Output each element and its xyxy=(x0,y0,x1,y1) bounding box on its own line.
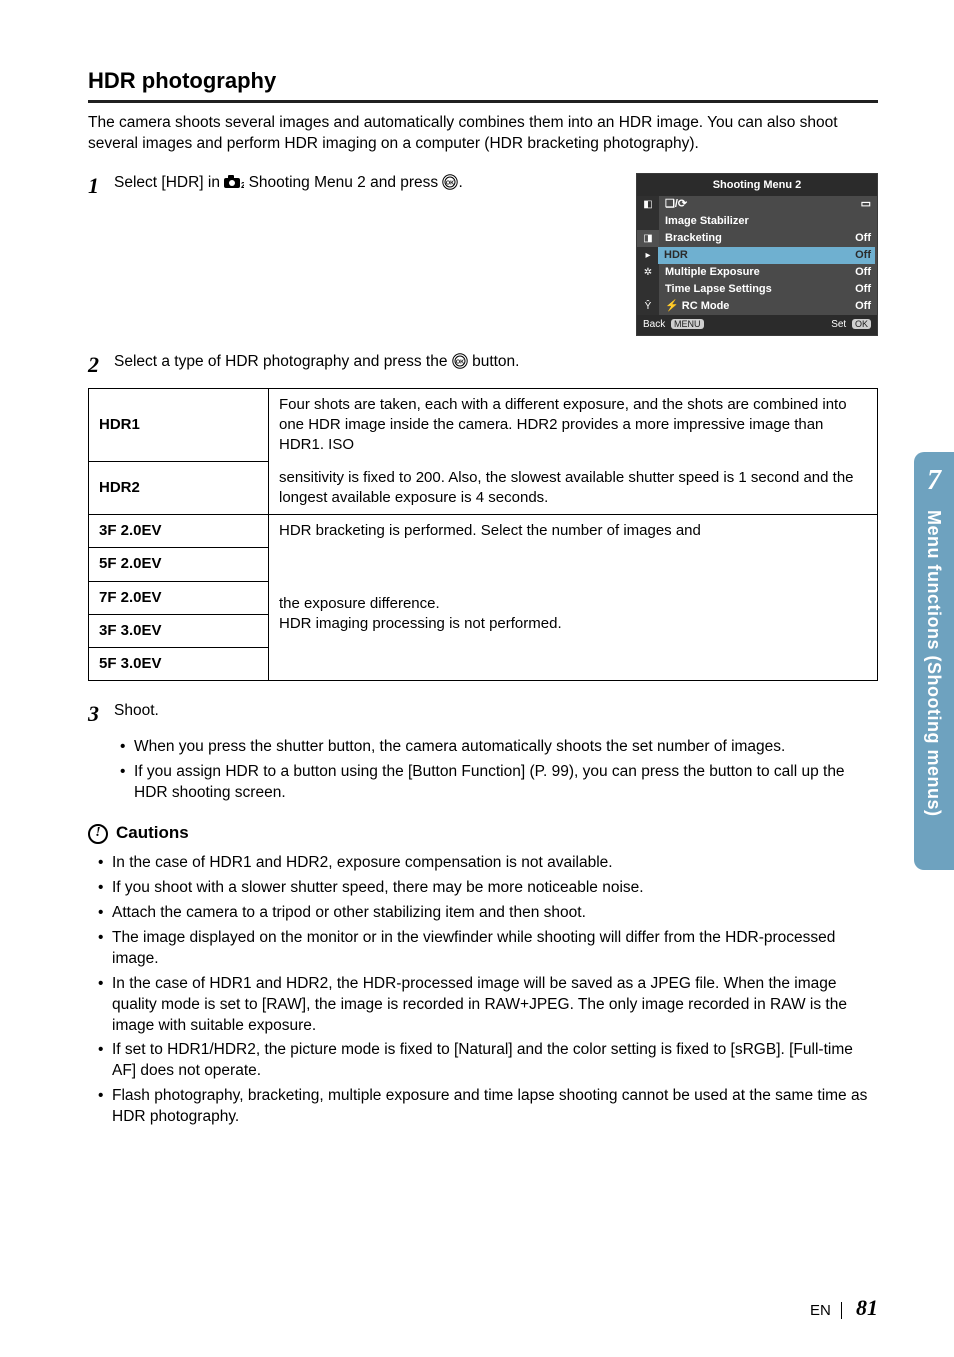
step-2-text-a: Select a type of HDR photography and pre… xyxy=(114,353,452,370)
menu-row-label: Image Stabilizer xyxy=(659,214,871,229)
menu-row-label: Bracketing xyxy=(659,231,855,246)
caution-icon: ! xyxy=(88,824,108,844)
menu-row: ✲Multiple ExposureOff xyxy=(637,264,877,281)
table-row: HDR1 Four shots are taken, each with a d… xyxy=(89,388,878,461)
ok-circle-icon: OK xyxy=(442,174,458,197)
mode-desc-1a: Four shots are taken, each with a differ… xyxy=(269,388,878,461)
side-tab-text: Menu functions (Shooting menus) xyxy=(922,510,946,816)
menu-row-label: Time Lapse Settings xyxy=(659,282,855,297)
menu-row-label: ❏/⟳ xyxy=(659,197,861,212)
cautions-list: In the case of HDR1 and HDR2, exposure c… xyxy=(98,853,878,1128)
step-1-text: Select [HDR] in 2 Shooting Menu 2 and pr… xyxy=(114,173,622,197)
menu-row: ◨BracketingOff xyxy=(637,230,877,247)
mode-key: 5F 2.0EV xyxy=(89,548,269,581)
svg-text:OK: OK xyxy=(456,359,464,365)
step-3-number: 3 xyxy=(88,701,114,725)
mode-key: HDR1 xyxy=(89,388,269,461)
mode-desc-2a: HDR bracketing is performed. Select the … xyxy=(269,515,878,548)
page-footer: EN 81 xyxy=(810,1293,878,1323)
step-3-text: Shoot. xyxy=(114,701,878,722)
menu-row: ◧❏/⟳▭ xyxy=(637,196,877,213)
menu-row-value: Off xyxy=(855,299,871,314)
side-tab: 7 Menu functions (Shooting menus) xyxy=(914,452,954,870)
menu-row-value: Off xyxy=(845,247,875,264)
list-item: If set to HDR1/HDR2, the picture mode is… xyxy=(98,1040,878,1082)
menu-set-label: Set xyxy=(831,319,846,330)
menu-row-icon: ◨ xyxy=(637,230,659,247)
side-tab-number: 7 xyxy=(927,462,941,500)
menu-row-label: ⚡ RC Mode xyxy=(659,299,855,314)
menu-body: ◧❏/⟳▭Image Stabilizer◨BracketingOff▸HDRO… xyxy=(637,196,877,315)
menu-header: Shooting Menu 2 xyxy=(637,174,877,197)
mode-key: 5F 3.0EV xyxy=(89,648,269,681)
cautions-heading: ! Cautions xyxy=(88,822,878,845)
mode-desc-2b: the exposure difference. HDR imaging pro… xyxy=(269,548,878,681)
menu-row: Image Stabilizer xyxy=(637,213,877,230)
step-1: 1 Select [HDR] in 2 Shooting Menu 2 and … xyxy=(88,173,878,336)
mode-key: 7F 2.0EV xyxy=(89,581,269,614)
list-item: In the case of HDR1 and HDR2, exposure c… xyxy=(98,853,878,874)
section-intro: The camera shoots several images and aut… xyxy=(88,113,878,155)
mode-key: HDR2 xyxy=(89,462,269,515)
list-item: In the case of HDR1 and HDR2, the HDR-pr… xyxy=(98,974,878,1037)
cautions-label: Cautions xyxy=(116,822,189,845)
svg-text:2: 2 xyxy=(241,181,244,189)
menu-row-label: Multiple Exposure xyxy=(659,265,855,280)
list-item: Attach the camera to a tripod or other s… xyxy=(98,903,878,924)
footer-page-number: 81 xyxy=(856,1295,878,1320)
svg-text:OK: OK xyxy=(446,180,454,186)
menu-row-icon xyxy=(637,213,659,230)
menu-row-value: Off xyxy=(855,231,871,246)
ok-pill-icon: OK xyxy=(852,319,871,329)
footer-lang: EN xyxy=(810,1302,831,1319)
step-3-bullets: When you press the shutter button, the c… xyxy=(120,737,878,804)
mode-desc-1b: sensitivity is fixed to 200. Also, the s… xyxy=(269,462,878,515)
menu-row-label: HDR xyxy=(658,247,845,264)
step-3: 3 Shoot. xyxy=(88,701,878,725)
camera-2-icon: 2 xyxy=(224,175,244,196)
step-2: 2 Select a type of HDR photography and p… xyxy=(88,352,878,376)
menu-row-icon xyxy=(637,281,659,298)
list-item: The image displayed on the monitor or in… xyxy=(98,928,878,970)
menu-row: Ŷ⚡ RC ModeOff xyxy=(637,298,877,315)
table-row: 3F 2.0EV HDR bracketing is performed. Se… xyxy=(89,515,878,548)
section-title-block: HDR photography xyxy=(88,66,878,103)
step-1-text-b: Shooting Menu 2 and press xyxy=(249,174,443,191)
step-2-text: Select a type of HDR photography and pre… xyxy=(114,352,878,376)
list-item: Flash photography, bracketing, multiple … xyxy=(98,1086,878,1128)
menu-footer-back: Back MENU xyxy=(643,318,704,332)
mode-key: 3F 3.0EV xyxy=(89,614,269,647)
menu-row-value: Off xyxy=(855,265,871,280)
menu-row-icon: Ŷ xyxy=(637,298,659,315)
table-row: 5F 2.0EV the exposure difference. HDR im… xyxy=(89,548,878,581)
menu-footer-set: Set OK xyxy=(831,318,871,332)
menu-row-icon: ◧ xyxy=(637,196,659,213)
menu-row-icon: ✲ xyxy=(637,264,659,281)
menu-footer: Back MENU Set OK xyxy=(637,315,877,335)
step-1-text-a: Select [HDR] in xyxy=(114,174,224,191)
menu-row-value: ▭ xyxy=(861,197,871,212)
step-2-text-b: button. xyxy=(472,353,519,370)
table-row: HDR2 sensitivity is fixed to 200. Also, … xyxy=(89,462,878,515)
hdr-modes-table: HDR1 Four shots are taken, each with a d… xyxy=(88,388,878,682)
ok-circle-icon: OK xyxy=(452,353,468,376)
section-title-rule xyxy=(88,100,878,103)
step-1-number: 1 xyxy=(88,173,114,197)
list-item: When you press the shutter button, the c… xyxy=(120,737,878,758)
list-item: If you shoot with a slower shutter speed… xyxy=(98,878,878,899)
menu-row: Time Lapse SettingsOff xyxy=(637,281,877,298)
menu-row-value: Off xyxy=(855,282,871,297)
menu-pill-icon: MENU xyxy=(671,319,704,329)
mode-key: 3F 2.0EV xyxy=(89,515,269,548)
menu-row: ▸HDROff xyxy=(637,247,877,264)
menu-row-icon: ▸ xyxy=(637,247,659,264)
section-title: HDR photography xyxy=(88,66,878,98)
list-item: If you assign HDR to a button using the … xyxy=(120,762,878,804)
step-1-text-c: . xyxy=(458,174,462,191)
shooting-menu-2-screenshot: Shooting Menu 2 ◧❏/⟳▭Image Stabilizer◨Br… xyxy=(636,173,878,336)
menu-back-label: Back xyxy=(643,319,665,330)
step-2-number: 2 xyxy=(88,352,114,376)
